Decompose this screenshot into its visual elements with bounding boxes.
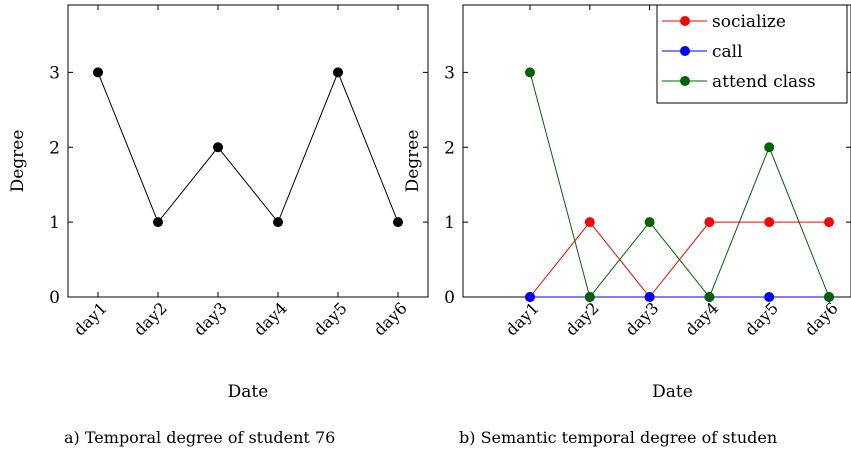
chart-b-point-socialize-day5 [764,217,775,228]
chart-b-point-attend-class-day1 [525,67,535,78]
chart-b-point-attend-class-day2 [584,292,595,302]
chart-b-ytick-label-3: 3 [444,63,455,83]
chart-b-point-call-day5 [764,292,775,302]
chart-a-xlabel: Date [228,382,269,402]
chart-a-point-series-0-day3 [213,142,223,153]
chart-b-line-attend-class [529,72,830,299]
chart-a: 0 1 2 3 day1 day2 day3 day4 day5 day6 Date Degree [8,4,429,402]
chart-b-ylabel: Degree [403,130,423,193]
chart-b-point-call-day1 [525,292,535,302]
chart-b-legend-marker-call [680,46,690,56]
chart-b-xtick-label-day3: day3 [621,298,662,339]
chart-b-xtick-label-day5: day5 [741,298,782,339]
chart-b-point-socialize-day4 [704,217,715,228]
caption-a: a) Temporal degree of student 76 [64,428,336,447]
chart-b-xlabel: Date [652,382,693,402]
chart-b-point-attend-class-day6 [824,292,834,302]
chart-b-legend-label-socialize: socialize [712,12,786,32]
chart-b-legend: socialize call attend class [656,4,848,104]
chart-b-ytick-label-0: 0 [444,288,455,308]
chart-b-point-socialize-day6 [824,217,834,228]
chart-b-legend-label-call: call [712,42,743,62]
chart-b-point-attend-class-day5 [764,142,775,153]
chart-a-ytick-label-2: 2 [49,138,60,158]
chart-a-ytick-label-0: 0 [49,288,60,308]
chart-b-point-socialize-day2 [584,217,595,228]
chart-b-legend-marker-attend-class [680,76,690,86]
chart-a-point-series-0-day1 [93,67,103,78]
chart-a-xtick-label-day5: day5 [310,298,351,339]
chart-b-ytick-label-1: 1 [444,213,455,233]
chart-b-point-attend-class-day4 [704,292,715,302]
chart-a-xtick-label-day1: day1 [70,298,111,339]
chart-b: 0 1 2 3 day1 day2 day3 day4 day5 day6 Date Degree so… [403,4,851,402]
chart-a-xtick-label-day2: day2 [130,298,171,339]
chart-a-point-series-0-day6 [393,217,403,228]
chart-a-xtick-label-day3: day3 [190,298,231,339]
chart-b-xtick-label-day4: day4 [681,298,722,339]
chart-a-xtick-label-day4: day4 [250,298,291,339]
chart-b-ytick-label-2: 2 [444,138,455,158]
caption-b: b) Semantic temporal degree of studen [459,428,778,447]
chart-a-line-series-0 [97,71,399,224]
chart-b-legend-marker-socialize [680,16,690,26]
chart-b-legend-label-attend-class: attend class [712,72,816,92]
chart-a-point-series-0-day5 [333,67,343,78]
chart-a-ylabel: Degree [8,130,28,193]
chart-a-plot-frame [67,4,429,298]
chart-b-xtick-label-day2: day2 [562,298,603,339]
chart-a-ytick-label-3: 3 [49,63,60,83]
chart-b-xtick-label-day6: day6 [801,298,842,339]
chart-a-point-series-0-day2 [153,217,163,228]
chart-a-point-series-0-day4 [273,217,283,228]
chart-a-xtick-label-day6: day6 [370,298,411,339]
chart-a-ytick-label-1: 1 [49,213,60,233]
chart-b-point-call-day3 [644,292,655,302]
chart-b-xtick-label-day1: day1 [502,298,543,339]
chart-b-point-attend-class-day3 [644,217,655,228]
